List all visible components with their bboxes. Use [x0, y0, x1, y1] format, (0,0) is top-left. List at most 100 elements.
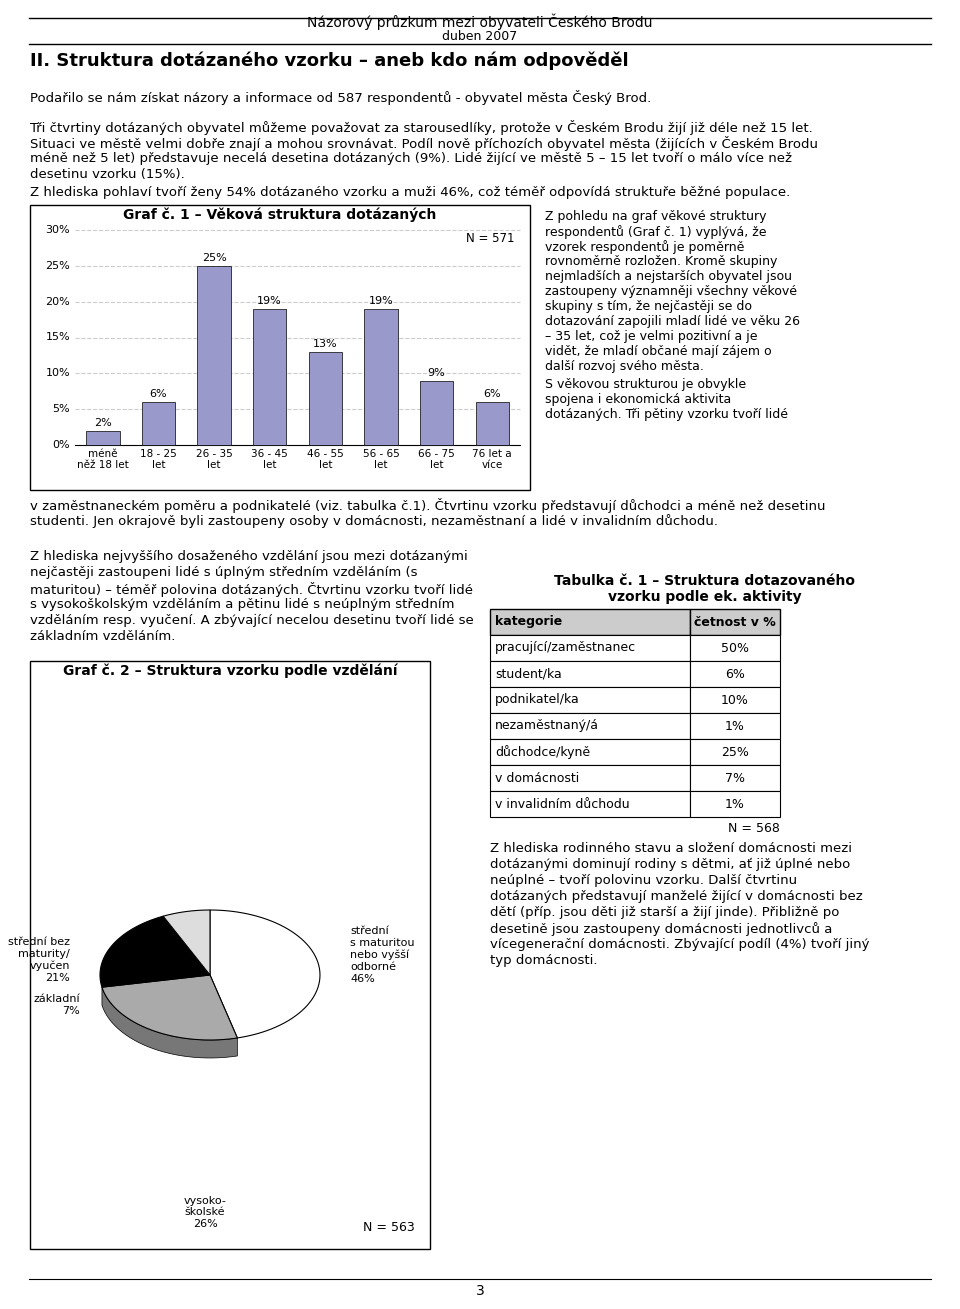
Text: 66 - 75: 66 - 75	[419, 449, 455, 459]
Text: 76 let a: 76 let a	[472, 449, 512, 459]
Text: Z pohledu na graf věkové struktury: Z pohledu na graf věkové struktury	[545, 209, 766, 223]
Text: podnikatel/ka: podnikatel/ka	[495, 694, 580, 707]
Text: rovnoměrně rozložen. Kromě skupiny: rovnoměrně rozložen. Kromě skupiny	[545, 255, 778, 268]
Text: let: let	[374, 459, 388, 470]
Text: let: let	[207, 459, 221, 470]
Text: 2%: 2%	[94, 418, 111, 428]
Text: – 35 let, což je velmi pozitivní a je: – 35 let, což je velmi pozitivní a je	[545, 330, 757, 343]
Text: 10%: 10%	[45, 368, 70, 378]
Bar	[490, 764, 690, 791]
Text: studenti. Jen okrajově byli zastoupeny osoby v domácnosti, nezaměstnaní a lidé v: studenti. Jen okrajově byli zastoupeny o…	[30, 514, 718, 528]
Text: Z hlediska rodinného stavu a složení domácnosti mezi: Z hlediska rodinného stavu a složení dom…	[490, 842, 852, 855]
Text: 1%: 1%	[725, 797, 745, 810]
Polygon shape	[163, 910, 210, 975]
Bar	[690, 713, 780, 740]
Text: vícegenerační domácnosti. Zbývající podíl (4%) tvoří jiný: vícegenerační domácnosti. Zbývající podí…	[490, 939, 870, 952]
Text: neúplné – tvoří polovinu vzorku. Další čtvrtinu: neúplné – tvoří polovinu vzorku. Další č…	[490, 874, 797, 888]
Text: let: let	[152, 459, 165, 470]
Bar	[420, 381, 453, 445]
Text: dotázaných představují manželé žijící v domácnosti bez: dotázaných představují manželé žijící v …	[490, 890, 863, 903]
Bar	[690, 687, 780, 713]
Bar	[475, 402, 509, 445]
Text: kategorie: kategorie	[495, 615, 563, 628]
Text: let: let	[430, 459, 444, 470]
Bar	[690, 609, 780, 635]
Bar	[690, 791, 780, 817]
Bar	[490, 635, 690, 661]
Text: 0%: 0%	[53, 440, 70, 450]
Text: něž 18 let: něž 18 let	[77, 459, 129, 470]
Text: 15%: 15%	[45, 332, 70, 343]
Bar	[86, 431, 119, 445]
Text: základní
7%: základní 7%	[34, 995, 80, 1016]
Text: desetinu vzorku (15%).: desetinu vzorku (15%).	[30, 168, 184, 181]
Text: četnost v %: četnost v %	[694, 615, 776, 628]
Bar	[490, 609, 690, 635]
Bar	[364, 309, 397, 445]
Bar	[690, 635, 780, 661]
Text: maturitou) – téměř polovina dotázaných. Čtvrtinu vzorku tvoří lidé: maturitou) – téměř polovina dotázaných. …	[30, 583, 473, 597]
Text: Názorový průzkum mezi obyvateli Českého Brodu: Názorový průzkum mezi obyvateli Českého …	[307, 14, 653, 30]
Text: 1%: 1%	[725, 720, 745, 733]
Text: Graf č. 2 – Struktura vzorku podle vzdělání: Graf č. 2 – Struktura vzorku podle vzděl…	[62, 664, 397, 678]
Text: desetině jsou zastoupeny domácnosti jednotlivců a: desetině jsou zastoupeny domácnosti jedn…	[490, 922, 832, 936]
Bar	[253, 309, 286, 445]
Text: N = 563: N = 563	[363, 1221, 415, 1234]
Polygon shape	[102, 987, 237, 1058]
Text: 6%: 6%	[150, 389, 167, 399]
Text: Z hlediska nejvyššího dosaženého vzdělání jsou mezi dotázanými: Z hlediska nejvyššího dosaženého vzdělán…	[30, 550, 468, 563]
Text: méně než 5 let) představuje necelá desetina dotázaných (9%). Lidé žijící ve měst: méně než 5 let) představuje necelá deset…	[30, 152, 792, 165]
Text: respondentů (Graf č. 1) vyplývá, že: respondentů (Graf č. 1) vyplývá, že	[545, 225, 766, 240]
Text: student/ka: student/ka	[495, 668, 562, 681]
Text: N = 568: N = 568	[728, 822, 780, 835]
Text: 46 - 55: 46 - 55	[307, 449, 344, 459]
Text: v invalidním důchodu: v invalidním důchodu	[495, 797, 630, 810]
Polygon shape	[102, 975, 237, 1039]
Text: 5%: 5%	[53, 404, 70, 414]
Text: spojena i ekonomická aktivita: spojena i ekonomická aktivita	[545, 393, 732, 406]
Text: dotázanými dominují rodiny s dětmi, ať již úplné nebo: dotázanými dominují rodiny s dětmi, ať j…	[490, 857, 851, 872]
Text: méně: méně	[88, 449, 117, 459]
Bar	[690, 740, 780, 764]
Text: 25%: 25%	[45, 260, 70, 271]
Text: v domácnosti: v domácnosti	[495, 771, 579, 784]
Text: S věkovou strukturou je obvykle: S věkovou strukturou je obvykle	[545, 378, 746, 391]
Text: 19%: 19%	[369, 296, 394, 306]
Text: střední bez
maturity/
vyučen
21%: střední bez maturity/ vyučen 21%	[8, 937, 70, 983]
Text: vzorek respondentů je poměrně: vzorek respondentů je poměrně	[545, 240, 744, 254]
Text: let: let	[263, 459, 276, 470]
Text: 6%: 6%	[725, 668, 745, 681]
Text: Z hlediska pohlaví tvoří ženy 54% dotázaného vzorku a muži 46%, což téměř odpoví: Z hlediska pohlaví tvoří ženy 54% dotáza…	[30, 186, 790, 199]
Bar	[308, 352, 342, 445]
Text: střední
s maturitou
nebo vyšší
odborné
46%: střední s maturitou nebo vyšší odborné 4…	[350, 927, 415, 983]
Text: dotazování zapojili mladí lidé ve věku 26: dotazování zapojili mladí lidé ve věku 2…	[545, 315, 800, 329]
Text: N = 571: N = 571	[467, 232, 515, 245]
Text: v zaměstnaneckém poměru a podnikatelé (viz. tabulka č.1). Čtvrtinu vzorku předst: v zaměstnaneckém poměru a podnikatelé (v…	[30, 497, 826, 513]
Text: vysoko-
školské
26%: vysoko- školské 26%	[183, 1196, 227, 1229]
Text: základním vzděláním.: základním vzděláním.	[30, 630, 176, 643]
Bar	[690, 661, 780, 687]
Bar	[198, 266, 230, 445]
Text: 25%: 25%	[202, 253, 227, 263]
Bar	[490, 791, 690, 817]
Text: Tabulka č. 1 – Struktura dotazovaného
vzorku podle ek. aktivity: Tabulka č. 1 – Struktura dotazovaného vz…	[555, 573, 855, 603]
Text: s vysokoškolským vzděláním a pětinu lidé s neúplným středním: s vysokoškolským vzděláním a pětinu lidé…	[30, 598, 454, 611]
Text: II. Struktura dotázaného vzorku – aneb kdo nám odpověděl: II. Struktura dotázaného vzorku – aneb k…	[30, 52, 629, 71]
Polygon shape	[210, 910, 320, 1038]
Text: 20%: 20%	[45, 297, 70, 306]
Text: 26 - 35: 26 - 35	[196, 449, 232, 459]
Text: typ domácnosti.: typ domácnosti.	[490, 954, 597, 967]
Text: více: více	[482, 459, 503, 470]
Text: nezaměstnaný/á: nezaměstnaný/á	[495, 720, 599, 733]
Text: nejčastěji zastoupeni lidé s úplným středním vzděláním (s: nejčastěji zastoupeni lidé s úplným stře…	[30, 565, 418, 579]
Text: dětí (příp. jsou děti již starší a žijí jinde). Přibližně po: dětí (příp. jsou děti již starší a žijí …	[490, 906, 839, 919]
Text: 30%: 30%	[45, 225, 70, 236]
Text: 19%: 19%	[257, 296, 282, 306]
Text: let: let	[319, 459, 332, 470]
Text: další rozvoj svého města.: další rozvoj svého města.	[545, 360, 704, 373]
Bar	[490, 661, 690, 687]
Text: 7%: 7%	[725, 771, 745, 784]
Text: zastoupeny významněji všechny věkové: zastoupeny významněji všechny věkové	[545, 285, 797, 298]
Text: důchodce/kyně: důchodce/kyně	[495, 745, 590, 759]
Bar	[30, 206, 530, 490]
